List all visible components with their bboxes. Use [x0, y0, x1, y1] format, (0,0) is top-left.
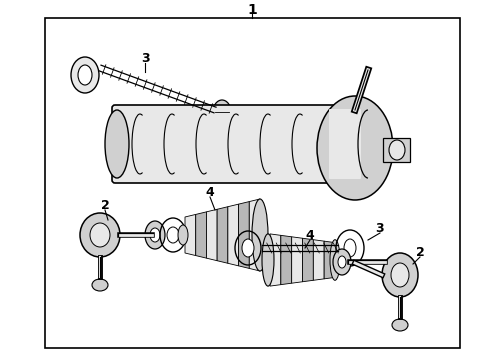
Ellipse shape	[392, 319, 408, 331]
Polygon shape	[302, 238, 313, 282]
Ellipse shape	[242, 239, 254, 257]
Ellipse shape	[391, 263, 409, 287]
Ellipse shape	[80, 213, 120, 257]
Ellipse shape	[389, 140, 405, 160]
Text: 3: 3	[141, 51, 149, 64]
Text: 4: 4	[206, 185, 215, 198]
Ellipse shape	[252, 199, 268, 271]
Ellipse shape	[92, 279, 108, 291]
Ellipse shape	[167, 227, 179, 243]
Text: 1: 1	[247, 3, 257, 17]
Ellipse shape	[317, 96, 393, 200]
Ellipse shape	[145, 221, 165, 249]
Text: 2: 2	[100, 198, 109, 212]
Ellipse shape	[178, 225, 188, 245]
Polygon shape	[206, 209, 217, 261]
FancyBboxPatch shape	[112, 105, 373, 183]
Ellipse shape	[105, 110, 129, 178]
Ellipse shape	[78, 65, 92, 85]
Polygon shape	[292, 237, 302, 283]
Ellipse shape	[262, 234, 274, 286]
Polygon shape	[281, 235, 292, 285]
Polygon shape	[249, 199, 260, 271]
Polygon shape	[313, 240, 324, 280]
FancyBboxPatch shape	[329, 109, 361, 179]
Ellipse shape	[382, 253, 418, 297]
Ellipse shape	[338, 256, 346, 268]
Polygon shape	[228, 204, 239, 266]
Text: 3: 3	[376, 221, 384, 234]
Polygon shape	[239, 202, 249, 269]
Polygon shape	[383, 138, 410, 162]
Text: 4: 4	[306, 229, 315, 242]
Ellipse shape	[344, 239, 356, 257]
Text: 2: 2	[416, 246, 424, 258]
Ellipse shape	[333, 249, 351, 275]
Ellipse shape	[150, 228, 160, 242]
Ellipse shape	[330, 240, 340, 280]
Polygon shape	[185, 215, 196, 256]
Polygon shape	[217, 207, 228, 263]
Ellipse shape	[71, 57, 99, 93]
Bar	[45, 18, 460, 348]
Polygon shape	[270, 234, 281, 286]
Ellipse shape	[90, 223, 110, 247]
Polygon shape	[196, 212, 206, 258]
Polygon shape	[324, 241, 335, 279]
Ellipse shape	[213, 100, 231, 124]
